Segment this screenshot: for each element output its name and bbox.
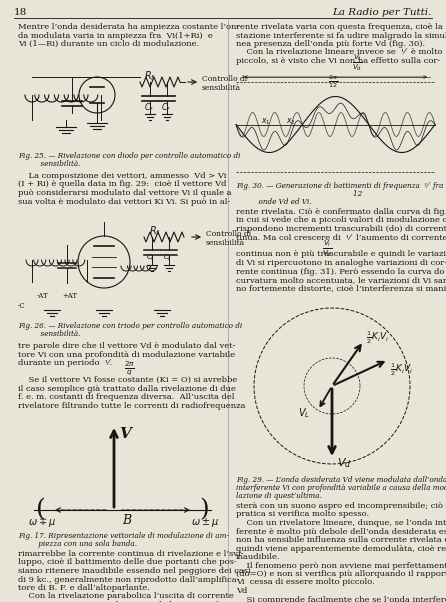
Text: tore Vi con una profondità di modulazione variabile: tore Vi con una profondità di modulazion… xyxy=(18,350,235,359)
Text: $\frac{V_i}{V_d}$: $\frac{V_i}{V_d}$ xyxy=(352,52,363,73)
Text: curvatura molto accentuata, le variazioni di Vi saran-: curvatura molto accentuata, le variazion… xyxy=(236,276,446,284)
Text: $C_f$: $C_f$ xyxy=(146,253,155,263)
Text: inaudibile.: inaudibile. xyxy=(236,553,281,561)
Text: ): ) xyxy=(199,498,209,521)
Text: di Vi si ripercuotono in analoghe variazioni di cor-: di Vi si ripercuotono in analoghe variaz… xyxy=(236,259,446,267)
Text: Controllo di
sensibilità: Controllo di sensibilità xyxy=(206,230,251,247)
Text: 18: 18 xyxy=(14,8,27,17)
Text: $C_f$: $C_f$ xyxy=(163,253,172,263)
Text: Vi (1—Ri) durante un ciclo di modulazione.: Vi (1—Ri) durante un ciclo di modulazion… xyxy=(18,40,199,48)
Text: B: B xyxy=(122,514,131,527)
Text: piezza con una sola banda.: piezza con una sola banda. xyxy=(18,540,137,548)
Text: il caso semplice già trattato dalla rivelazione di due: il caso semplice già trattato dalla rive… xyxy=(18,385,236,393)
Text: $\frac{2\pi}{q}$: $\frac{2\pi}{q}$ xyxy=(124,359,135,377)
Text: $\frac{2\pi}{12}$: $\frac{2\pi}{12}$ xyxy=(327,73,338,90)
Text: rente continua (fig. 31). Però essendo la curva do con: rente continua (fig. 31). Però essendo l… xyxy=(236,267,446,276)
Text: no fortemente distorte, cioè l’interferenza si manife-: no fortemente distorte, cioè l’interfere… xyxy=(236,285,446,293)
Text: onde Vd ed Vi.: onde Vd ed Vi. xyxy=(236,198,312,206)
Text: rente rivelata. Ciò è confermato dalla curva di fig. 17: rente rivelata. Ciò è confermato dalla c… xyxy=(236,208,446,216)
Text: Vi  cessa di essere molto piccolo.: Vi cessa di essere molto piccolo. xyxy=(236,579,375,586)
Text: tinua. Ma col crescere di  ⅟  l’aumento di corrente: tinua. Ma col crescere di ⅟ l’aumento di… xyxy=(236,234,446,241)
Text: rente rivelata varia con questa frequenza, cioè la: rente rivelata varia con questa frequenz… xyxy=(236,23,443,31)
Text: Vd: Vd xyxy=(236,587,248,595)
Text: quindi viene apparentemente demodulàta, cioè resa: quindi viene apparentemente demodulàta, … xyxy=(236,544,446,553)
Text: 12: 12 xyxy=(236,190,362,198)
Text: stazione interferente si fa udire malgrado la simulta-: stazione interferente si fa udire malgra… xyxy=(236,31,446,40)
Text: lazione di quest’ultima.: lazione di quest’ultima. xyxy=(236,492,322,500)
Text: $R_f$: $R_f$ xyxy=(149,224,161,238)
Text: durante un periodo  ⅟.: durante un periodo ⅟. xyxy=(18,359,112,367)
Text: sua volta è modulato dai vettori Ki Vi. Si può in al-: sua volta è modulato dai vettori Ki Vi. … xyxy=(18,197,231,205)
Text: sensibilità.: sensibilità. xyxy=(18,160,80,168)
Text: da modulata varia in ampiezza fra  Vi(1+Ri)  e: da modulata varia in ampiezza fra Vi(1+R… xyxy=(18,31,213,40)
Text: tore di B. F. e dall’altoparlante.: tore di B. F. e dall’altoparlante. xyxy=(18,584,150,592)
Text: interferente Vi con profondità variabile a causa della modu-: interferente Vi con profondità variabile… xyxy=(236,484,446,492)
Text: Controllo di
sensibilità: Controllo di sensibilità xyxy=(202,75,247,92)
Text: Fig. 26. — Rivelazione con triodo per controllo automatico di: Fig. 26. — Rivelazione con triodo per co… xyxy=(18,322,242,330)
Text: Fig. 25. — Rivelazione con diodo per controllo automatico di: Fig. 25. — Rivelazione con diodo per con… xyxy=(18,152,240,160)
Text: (: ( xyxy=(36,498,46,521)
Text: $\omega\pm\mu$: $\omega\pm\mu$ xyxy=(191,516,219,529)
Text: sensibilità.: sensibilità. xyxy=(18,330,80,338)
Text: rivelatore filtrando tutte le correnti di radiofrequenza: rivelatore filtrando tutte le correnti d… xyxy=(18,402,245,409)
Text: di 9 kc., generalmente non riprodotto dall’amplifica-: di 9 kc., generalmente non riprodotto da… xyxy=(18,576,240,583)
Text: $\omega\mp\mu$: $\omega\mp\mu$ xyxy=(28,516,56,529)
Text: siamo ritenere inaudibile essendo nel peggiore dei casi: siamo ritenere inaudibile essendo nel pe… xyxy=(18,567,251,575)
Text: $x_2$: $x_2$ xyxy=(286,117,296,127)
Text: $x_1$: $x_1$ xyxy=(261,117,271,127)
Text: $V_L$: $V_L$ xyxy=(298,406,310,420)
Text: Con la rivelazione parabolica l’uscita di corrente: Con la rivelazione parabolica l’uscita d… xyxy=(18,592,234,601)
Text: Mentre l’onda desiderata ha ampiezza costante l’on-: Mentre l’onda desiderata ha ampiezza cos… xyxy=(18,23,239,31)
Text: continua e proporzionale, sia a Vd che a Vi, cioè va-: continua e proporzionale, sia a Vd che a… xyxy=(18,601,235,602)
Text: può considerarsi modulato dal vettore Vi il quale a: può considerarsi modulato dal vettore Vi… xyxy=(18,189,231,197)
Text: rispondono incrementi trascurabili (do) di corrente con-: rispondono incrementi trascurabili (do) … xyxy=(236,225,446,233)
Text: Fig. 29. — L’onda desiderata Vd viene modulata dall’onda: Fig. 29. — L’onda desiderata Vd viene mo… xyxy=(236,476,446,484)
Text: f. e. m. costanti di frequenza diversa.  All’uscita del: f. e. m. costanti di frequenza diversa. … xyxy=(18,393,235,401)
Text: Fig. 17. Ripresentazione vettoriale di modulazione di am-: Fig. 17. Ripresentazione vettoriale di m… xyxy=(18,532,229,540)
Text: pratica si verifica molto spesso.: pratica si verifica molto spesso. xyxy=(236,510,369,518)
Text: $C_f$: $C_f$ xyxy=(161,102,171,114)
Text: La Radio per Tutti.: La Radio per Tutti. xyxy=(333,8,432,17)
Text: $V_d$: $V_d$ xyxy=(337,456,351,470)
Text: La composizione dei vettori, ammesso  Vd > Vi: La composizione dei vettori, ammesso Vd … xyxy=(18,172,227,180)
Circle shape xyxy=(79,77,115,113)
Text: in cui si vede che a piccoli valori di modulazione cor-: in cui si vede che a piccoli valori di m… xyxy=(236,217,446,225)
Text: (I + Ri) è quella data in fig. 29:  cioè il vettore Vd: (I + Ri) è quella data in fig. 29: cioè … xyxy=(18,181,227,188)
Text: (do=O) e non si verifica più allorquando il rapporto: (do=O) e non si verifica più allorquando… xyxy=(236,570,446,578)
Text: continua non è più trascurabile e quindi le variazioni: continua non è più trascurabile e quindi… xyxy=(236,250,446,258)
Text: sterà con un suono aspro ed incomprensibile; ciò in: sterà con un suono aspro ed incomprensib… xyxy=(236,502,446,510)
Text: rimarrebbe la corrente continua di rivelazione e l’svi-: rimarrebbe la corrente continua di rivel… xyxy=(18,550,244,558)
Text: $\frac{V_i}{V_d}$: $\frac{V_i}{V_d}$ xyxy=(322,238,332,259)
Text: $\frac{1}{2}K_iV_i$: $\frac{1}{2}K_iV_i$ xyxy=(366,329,388,346)
Circle shape xyxy=(78,236,130,288)
Text: Il fenomeno però non avviene mai perfettamente: Il fenomeno però non avviene mai perfett… xyxy=(236,562,446,569)
Text: +AT: +AT xyxy=(62,292,77,300)
Text: Fig. 30. — Generazione di battimenti di frequenza  ⅟  fra le: Fig. 30. — Generazione di battimenti di … xyxy=(236,182,446,190)
Text: Con la rivelazione lineare invece se  ⅟  è molto: Con la rivelazione lineare invece se ⅟ è… xyxy=(236,49,442,57)
Text: non ha sensibile influenza sulla corrente rivelata e: non ha sensibile influenza sulla corrent… xyxy=(236,536,446,544)
Text: nea presenza dell’onda più forte Vd (fig. 30).: nea presenza dell’onda più forte Vd (fig… xyxy=(236,40,425,48)
Text: V: V xyxy=(119,427,131,441)
Text: tre parole dire che il vettore Vd è modulato dal vet-: tre parole dire che il vettore Vd è modu… xyxy=(18,342,235,350)
Text: $\frac{1}{2}K_iV_i$: $\frac{1}{2}K_iV_i$ xyxy=(390,362,413,379)
Text: -C: -C xyxy=(18,302,25,310)
Text: luppo, cioè il battimento delle due portanti che pos-: luppo, cioè il battimento delle due port… xyxy=(18,559,237,566)
Text: ferente è molto più debole dell’onda desiderata essa: ferente è molto più debole dell’onda des… xyxy=(236,527,446,536)
Text: piccolo, si è visto che Vi non ha effetto sulla cor-: piccolo, si è visto che Vi non ha effett… xyxy=(236,57,440,65)
Text: $R_f$: $R_f$ xyxy=(144,69,156,83)
Text: $C_f$: $C_f$ xyxy=(144,102,154,114)
Text: Si comprende facilmente che se l’onda interferente: Si comprende facilmente che se l’onda in… xyxy=(236,595,446,602)
Text: -AT: -AT xyxy=(37,292,49,300)
Text: Con un rivelatore lineare, dunque, se l’onda inter-: Con un rivelatore lineare, dunque, se l’… xyxy=(236,519,446,527)
Text: Se il vettore Vi fosse costante (Ki = O) si avrebbe: Se il vettore Vi fosse costante (Ki = O)… xyxy=(18,376,237,384)
